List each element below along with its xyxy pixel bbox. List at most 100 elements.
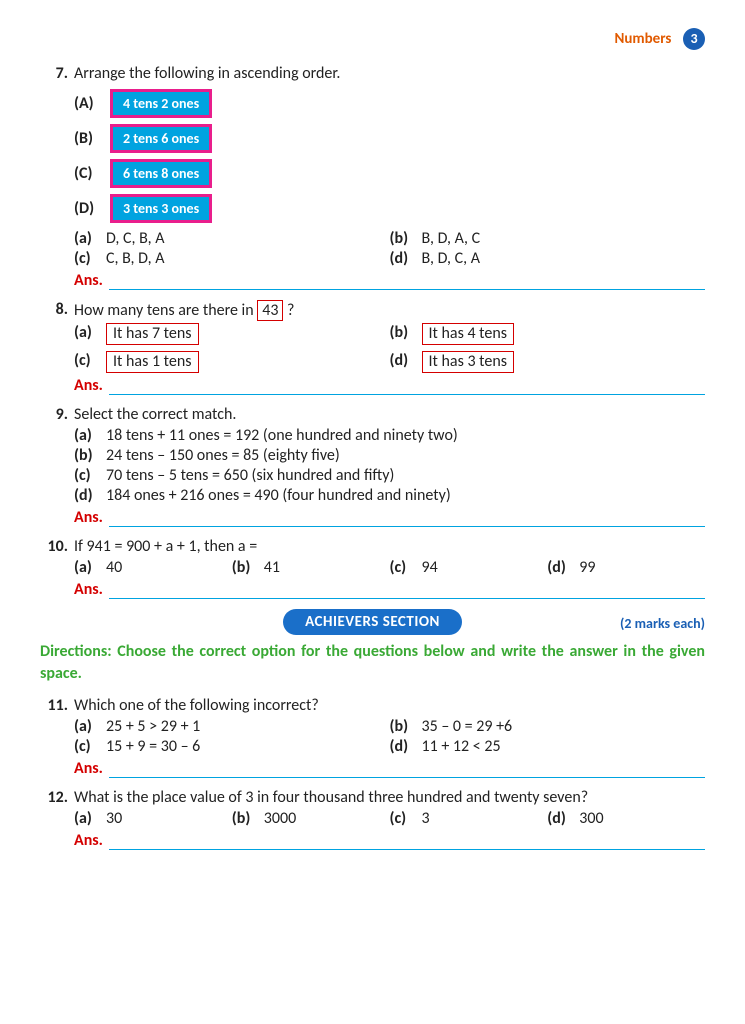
option-text: B, D, C, A [422, 249, 480, 268]
tile-label: (D) [74, 199, 110, 218]
question-7: 7. Arrange the following in ascending or… [40, 64, 705, 83]
marks-label: (2 marks each) [620, 615, 705, 632]
question-10: 10. If 941 = 900 + a + 1, then a = [40, 537, 705, 556]
tile-row: (C) 6 tens 8 ones [74, 159, 705, 188]
answer-line[interactable] [109, 381, 705, 395]
tile-row: (D) 3 tens 3 ones [74, 194, 705, 223]
question-text: Select the correct match. [74, 405, 705, 424]
option-label: (c) [390, 558, 422, 577]
page-number-badge: 3 [683, 28, 705, 50]
answer-label: Ans. [74, 376, 103, 395]
question-text: What is the place value of 3 in four tho… [74, 788, 705, 807]
option-row: (a)It has 7 tens (b)It has 4 tens [74, 323, 705, 345]
option-label: (b) [390, 717, 422, 736]
question-text: How many tens are there in 43 ? [74, 300, 705, 321]
option-text: It has 1 tens [106, 351, 199, 373]
answer-line[interactable] [109, 764, 705, 778]
option-text: C, B, D, A [106, 249, 164, 268]
option-row: (b)24 tens – 150 ones = 85 (eighty five) [74, 446, 705, 465]
answer-row: Ans. [74, 831, 705, 850]
option-label: (c) [74, 351, 106, 373]
question-number: 11. [40, 696, 74, 715]
section-title: ACHIEVERS SECTION [283, 609, 462, 635]
answer-label: Ans. [74, 271, 103, 290]
option-label: (b) [390, 229, 422, 248]
option-text: It has 3 tens [422, 351, 515, 373]
question-number: 12. [40, 788, 74, 807]
option-row: (c)70 tens – 5 tens = 650 (six hundred a… [74, 466, 705, 485]
option-label: (d) [390, 249, 422, 268]
option-label: (d) [74, 486, 106, 505]
option-label: (a) [74, 323, 106, 345]
question-number: 8. [40, 300, 74, 321]
option-text: It has 4 tens [422, 323, 515, 345]
answer-row: Ans. [74, 508, 705, 527]
option-text: 184 ones + 216 ones = 490 (four hundred … [106, 486, 451, 505]
option-text: 41 [264, 558, 280, 577]
answer-line[interactable] [109, 513, 705, 527]
option-label: (c) [74, 737, 106, 756]
tile: 4 tens 2 ones [110, 89, 212, 118]
question-text: Arrange the following in ascending order… [74, 64, 705, 83]
question-8: 8. How many tens are there in 43 ? [40, 300, 705, 321]
option-label: (b) [232, 809, 264, 828]
option-label: (a) [74, 558, 106, 577]
option-text: B, D, A, C [422, 229, 481, 248]
question-11: 11. Which one of the following incorrect… [40, 696, 705, 715]
question-number: 9. [40, 405, 74, 424]
page-header: Numbers 3 [40, 28, 705, 50]
option-label: (a) [74, 809, 106, 828]
option-text: 24 tens – 150 ones = 85 (eighty five) [106, 446, 340, 465]
option-label: (c) [74, 466, 106, 485]
answer-row: Ans. [74, 759, 705, 778]
question-9: 9. Select the correct match. [40, 405, 705, 424]
option-text: 3 [422, 809, 430, 828]
question-number: 7. [40, 64, 74, 83]
option-text: 94 [422, 558, 438, 577]
option-label: (a) [74, 229, 106, 248]
option-label: (a) [74, 426, 106, 445]
option-label: (d) [547, 809, 579, 828]
option-row: (a)18 tens + 11 ones = 192 (one hundred … [74, 426, 705, 445]
option-row: (a)30 (b)3000 (c)3 (d)300 [74, 809, 705, 828]
option-text: 99 [579, 558, 595, 577]
option-row: (a)40 (b)41 (c)94 (d)99 [74, 558, 705, 577]
option-text: 30 [106, 809, 122, 828]
option-label: (b) [232, 558, 264, 577]
tile: 3 tens 3 ones [110, 194, 212, 223]
option-label: (c) [74, 249, 106, 268]
option-label: (a) [74, 717, 106, 736]
tile-row: (A) 4 tens 2 ones [74, 89, 705, 118]
option-row: (c)C, B, D, A (d)B, D, C, A [74, 249, 705, 268]
option-text: 70 tens – 5 tens = 650 (six hundred and … [106, 466, 394, 485]
question-text: Which one of the following incorrect? [74, 696, 705, 715]
option-row: (c)15 + 9 = 30 – 6 (d)11 + 12 < 25 [74, 737, 705, 756]
answer-row: Ans. [74, 271, 705, 290]
tile-row: (B) 2 tens 6 ones [74, 124, 705, 153]
option-text: 3000 [264, 809, 296, 828]
question-text: If 941 = 900 + a + 1, then a = [74, 537, 705, 556]
option-text: 40 [106, 558, 122, 577]
tile-label: (C) [74, 164, 110, 183]
tile: 6 tens 8 ones [110, 159, 212, 188]
option-row: (a)D, C, B, A (b)B, D, A, C [74, 229, 705, 248]
answer-row: Ans. [74, 580, 705, 599]
option-label: (b) [74, 446, 106, 465]
answer-label: Ans. [74, 759, 103, 778]
answer-row: Ans. [74, 376, 705, 395]
option-row: (c)It has 1 tens (d)It has 3 tens [74, 351, 705, 373]
answer-line[interactable] [109, 836, 705, 850]
option-label: (b) [390, 323, 422, 345]
answer-line[interactable] [109, 276, 705, 290]
answer-line[interactable] [109, 585, 705, 599]
option-text: 25 + 5 > 29 + 1 [106, 717, 200, 736]
option-label: (d) [547, 558, 579, 577]
question-12: 12. What is the place value of 3 in four… [40, 788, 705, 807]
question-text-post: ? [283, 301, 294, 320]
boxed-number: 43 [257, 300, 283, 321]
option-text: 300 [579, 809, 603, 828]
section-header: ACHIEVERS SECTION (2 marks each) [40, 609, 705, 635]
question-number: 10. [40, 537, 74, 556]
tile: 2 tens 6 ones [110, 124, 212, 153]
option-text: 11 + 12 < 25 [422, 737, 501, 756]
